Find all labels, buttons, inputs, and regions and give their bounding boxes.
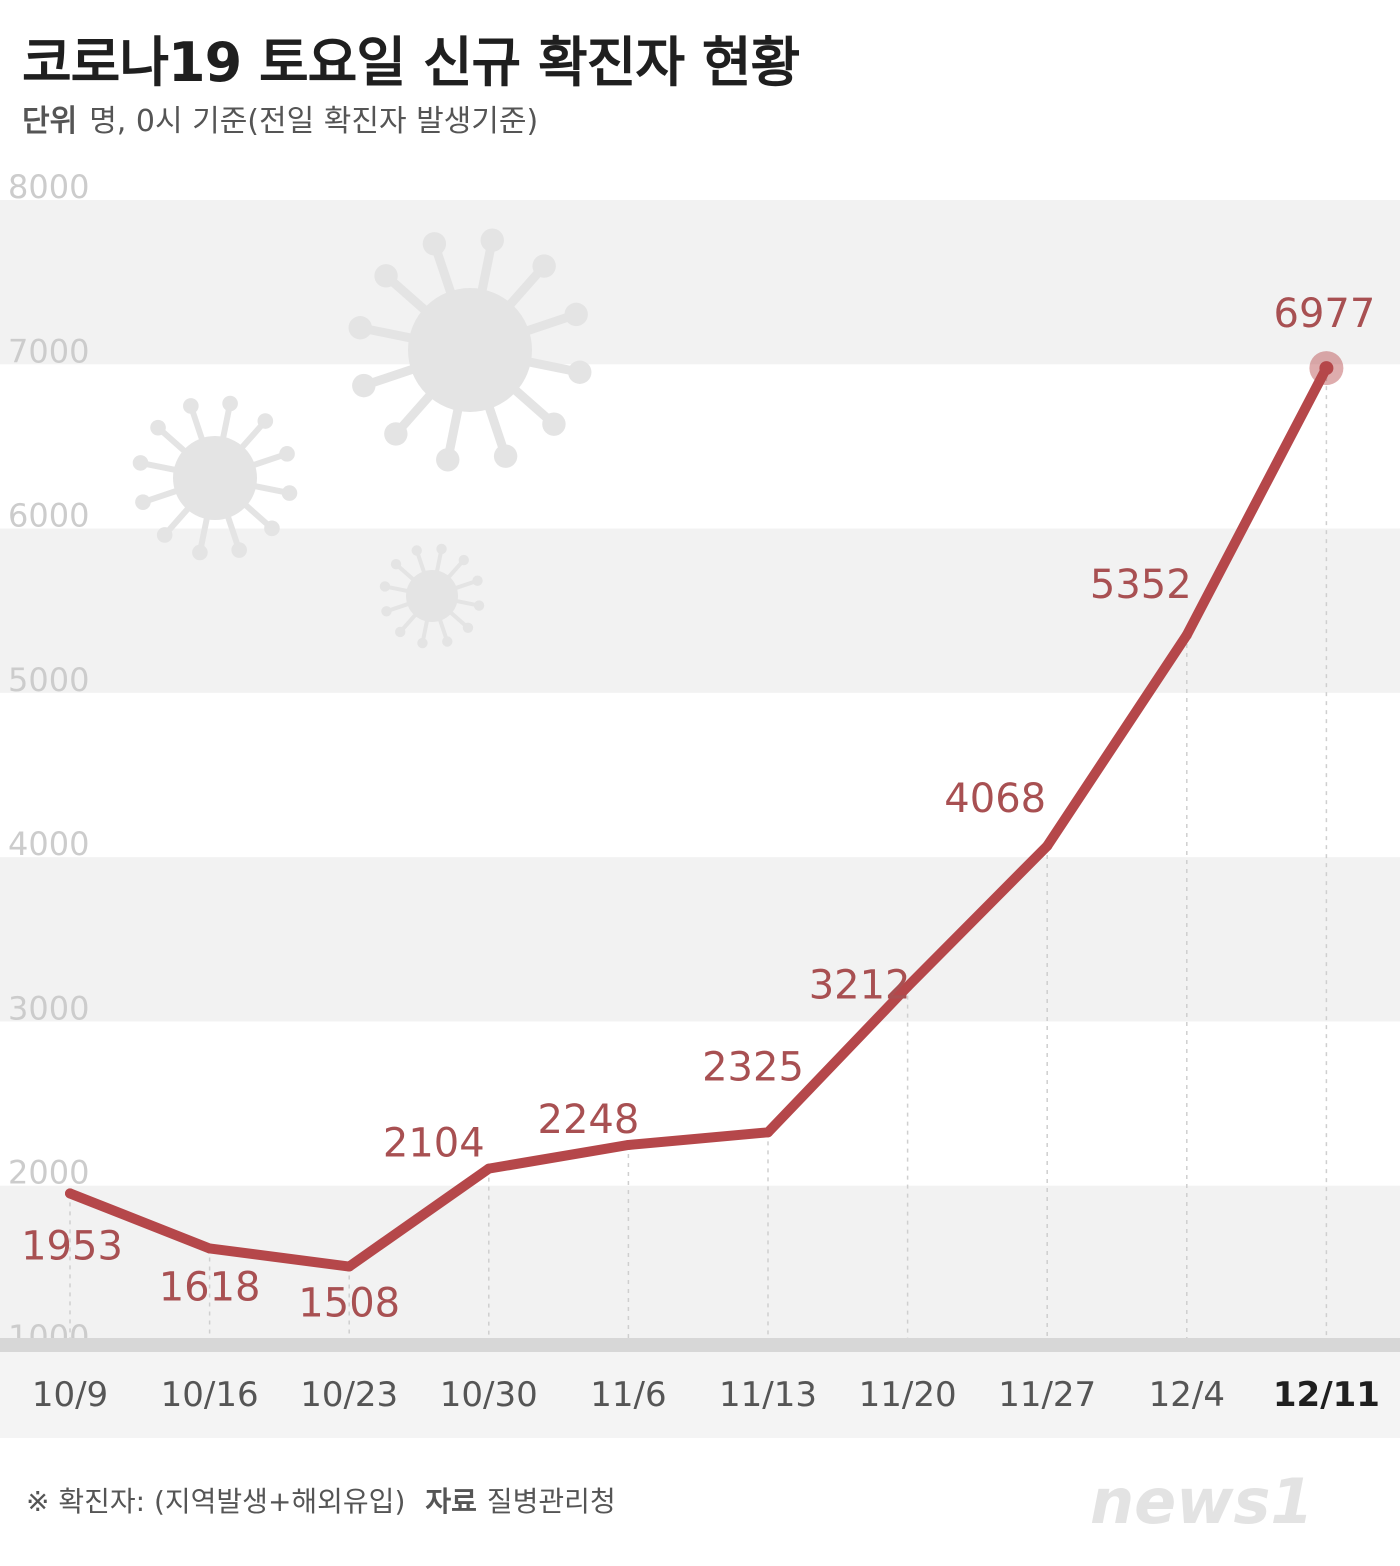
data-label: 2325 bbox=[702, 1044, 804, 1090]
series-line bbox=[65, 363, 1332, 1272]
data-label: 6977 bbox=[1274, 291, 1376, 337]
x-tick-label: 11/27 bbox=[998, 1375, 1096, 1415]
x-tick-label: 10/9 bbox=[32, 1375, 108, 1415]
virus-icon bbox=[379, 543, 485, 649]
x-tick-label: 12/4 bbox=[1149, 1375, 1225, 1415]
data-point bbox=[344, 1261, 355, 1272]
data-point bbox=[204, 1243, 215, 1254]
data-label: 4068 bbox=[944, 776, 1046, 822]
data-point bbox=[902, 981, 913, 992]
data-label: 5352 bbox=[1090, 562, 1192, 608]
series-line-path bbox=[65, 363, 1332, 1272]
data-points bbox=[65, 351, 1344, 1272]
grid-band bbox=[0, 528, 1400, 693]
chart-title: 코로나19 토요일 신규 확진자 현황 bbox=[22, 31, 800, 94]
data-label: 1508 bbox=[298, 1281, 400, 1327]
chart-subtitle: 단위 명, 0시 기준(전일 확진자 발생기준) bbox=[22, 96, 538, 140]
data-point bbox=[483, 1163, 494, 1174]
data-label: 1953 bbox=[21, 1223, 123, 1269]
x-tick-label: 11/13 bbox=[719, 1375, 817, 1415]
x-tick-label: 10/16 bbox=[161, 1375, 259, 1415]
y-tick-label: 4000 bbox=[8, 825, 89, 863]
virus-decorations bbox=[132, 228, 592, 649]
footer-note: ※ 확진자: (지역발생+해외유입) bbox=[26, 1485, 406, 1518]
data-point bbox=[65, 1188, 75, 1199]
y-tick-label: 7000 bbox=[8, 332, 89, 370]
virus-icon bbox=[132, 395, 298, 561]
guide-lines bbox=[69, 368, 1328, 1338]
y-tick-label: 5000 bbox=[8, 661, 89, 699]
y-tick-label: 8000 bbox=[8, 168, 89, 206]
data-label: 1618 bbox=[159, 1264, 261, 1310]
x-axis-ticks: 10/9 10/16 10/23 10/30 11/6 11/13 11/20 11/27 12… bbox=[32, 1375, 1380, 1415]
y-tick-label: 3000 bbox=[8, 989, 89, 1027]
grid-band bbox=[0, 200, 1400, 365]
data-point bbox=[1181, 630, 1192, 641]
x-tick-label: 11/6 bbox=[590, 1375, 666, 1415]
grid-band bbox=[0, 1185, 1400, 1350]
grid-bands bbox=[0, 200, 1400, 1350]
source-name: 질병관리청 bbox=[486, 1485, 616, 1518]
x-tick-label: 11/20 bbox=[859, 1375, 957, 1415]
logo-text: news1 bbox=[1090, 1465, 1314, 1538]
x-axis-bar bbox=[0, 1338, 1400, 1352]
data-point bbox=[1319, 361, 1334, 376]
grid-band bbox=[0, 857, 1400, 1022]
virus-icon bbox=[348, 228, 592, 472]
data-label: 2104 bbox=[383, 1121, 485, 1167]
data-label: 2248 bbox=[538, 1097, 640, 1143]
y-tick-label: 2000 bbox=[8, 1154, 89, 1192]
x-tick-label: 10/23 bbox=[300, 1375, 398, 1415]
unit-text: 명, 0시 기준(전일 확진자 발생기준) bbox=[89, 104, 539, 139]
data-point bbox=[763, 1127, 773, 1138]
footer: ※ 확진자: (지역발생+해외유입) 자료 질병관리청 bbox=[26, 1480, 616, 1520]
y-tick-label: 6000 bbox=[8, 497, 89, 535]
data-point bbox=[623, 1139, 634, 1150]
news1-logo: news1 bbox=[1090, 1465, 1314, 1538]
data-point bbox=[1042, 840, 1053, 851]
x-tick-label: 10/30 bbox=[440, 1375, 538, 1415]
x-tick-label: 12/11 bbox=[1273, 1375, 1380, 1415]
x-axis-panel bbox=[0, 1352, 1400, 1438]
unit-label: 단위 bbox=[22, 104, 78, 139]
source-label: 자료 bbox=[425, 1485, 477, 1518]
data-label: 3212 bbox=[809, 963, 911, 1009]
